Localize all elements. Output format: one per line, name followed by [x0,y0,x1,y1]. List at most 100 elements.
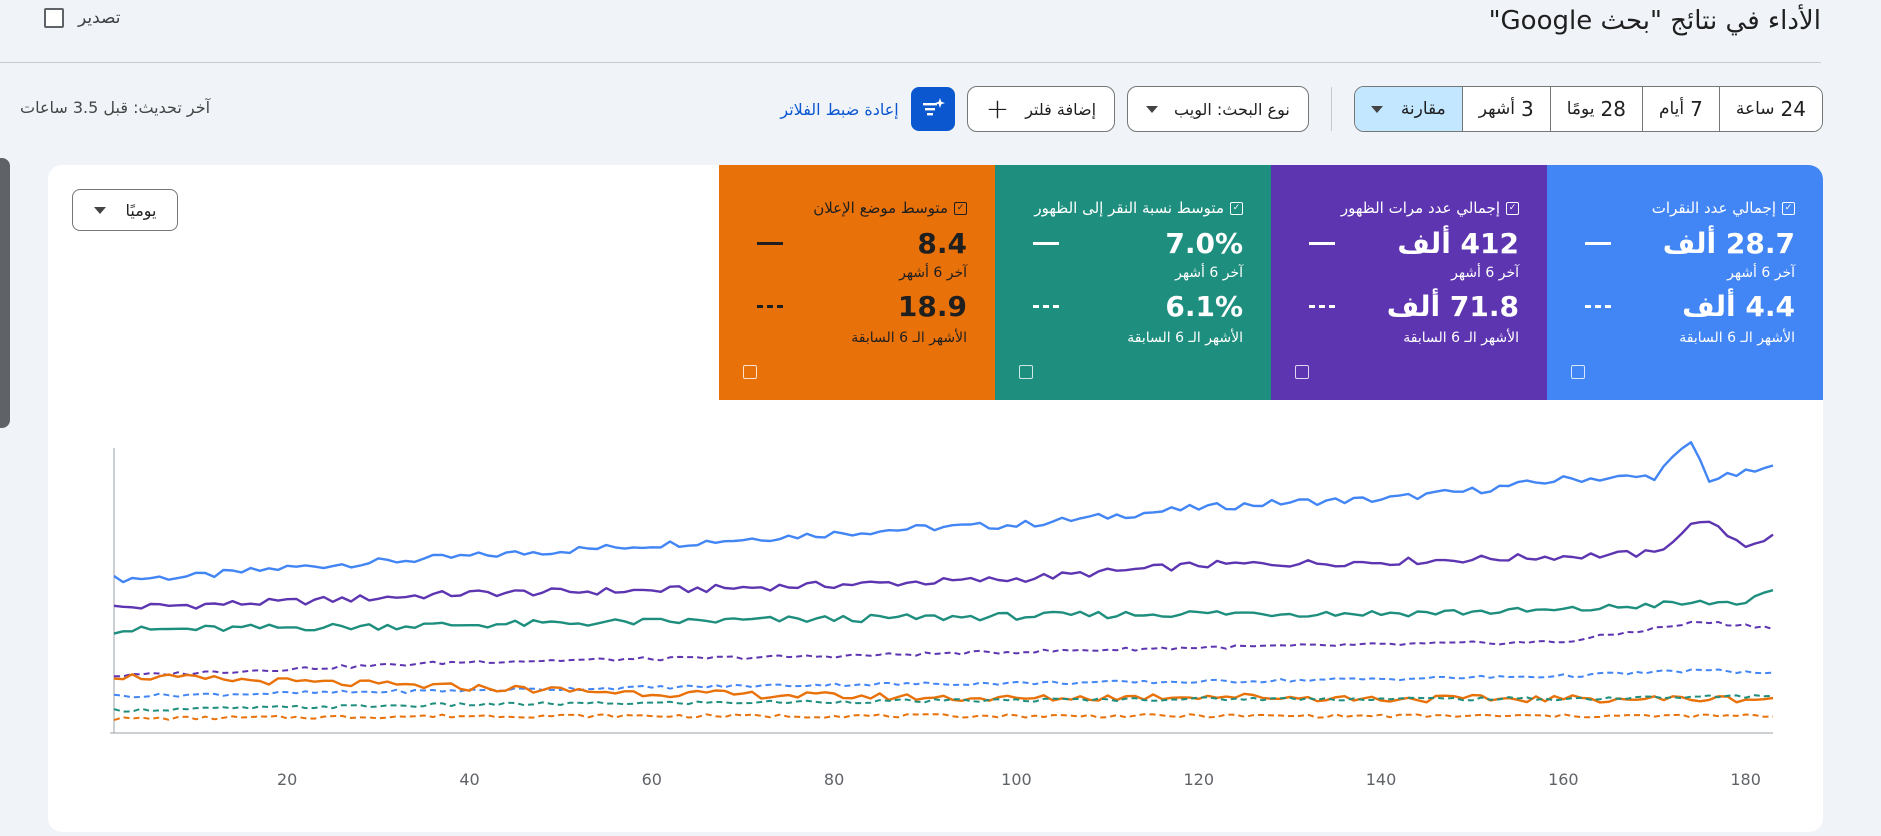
reset-filters-link[interactable]: إعادة ضبط الفلاتر [780,99,899,119]
range-num: 24 [1780,97,1806,121]
current-period-legend [1033,242,1059,245]
x-tick-label: 180 [1730,770,1761,789]
last-updated-text: آخر تحديث: قبل 3.5 ساعات [20,98,211,117]
range-7-days[interactable]: 7 أيام [1641,87,1719,131]
metric-tiles: ✓ إجمالي عدد النقرات 28.7 ألف آخر 6 أشهر … [719,165,1823,400]
metric-title: ✓ متوسط موضع الإعلان [813,199,967,217]
metric-prev-label: الأشهر الـ 6 السابقة [1679,330,1795,346]
checkbox-checked-icon: ✓ [1506,201,1519,215]
side-panel-handle[interactable] [0,158,10,428]
previous-period-legend [1585,305,1611,308]
metric-prev-value: 4.4 ألف [1682,290,1795,323]
toolbar: 24 ساعة 7 أيام 28 يومًا 3 أشهر مقارنة نوع ال… [752,86,1823,132]
series-line-clicks-previous [113,668,1774,699]
tile-checkbox[interactable] [1295,365,1309,379]
tile-checkbox[interactable] [1571,365,1585,379]
checkbox-checked-icon: ✓ [1230,201,1243,215]
metric-tile-clicks[interactable]: ✓ إجمالي عدد النقرات 28.7 ألف آخر 6 أشهر … [1547,165,1823,400]
performance-card: 20 40 60 80 100 120 140 160 180 ✓ إجمالي عدد النق… [48,165,1823,832]
series-line-impressions-previous [114,620,1774,678]
chart-series [113,441,1774,722]
metric-prev-value: 6.1% [1165,290,1243,323]
checkbox-checked-icon: ✓ [954,201,967,215]
current-period-legend [1585,242,1611,245]
compare-label: مقارنة [1400,99,1446,119]
metric-title-text: متوسط موضع الإعلان [813,199,948,217]
add-filter-label: إضافة فلتر [1025,99,1097,119]
metric-value-label: آخر 6 أشهر [1175,265,1243,281]
filter-sparkle-button[interactable] [910,87,955,131]
series-line-position-current [113,673,1774,704]
export-label: تصدير [78,8,121,28]
chevron-down-icon [1146,105,1159,113]
series-line-ctr-previous [113,694,1774,713]
x-tick-label: 120 [1183,770,1214,789]
metric-value: 28.7 ألف [1662,227,1795,260]
performance-chart: 20 40 60 80 100 120 140 160 180 [110,441,1774,789]
range-unit: ساعة [1735,99,1775,119]
x-tick-label: 20 [277,770,297,789]
metric-value: 412 ألف [1397,227,1519,260]
metric-title: ✓ إجمالي عدد النقرات [1652,199,1795,217]
range-unit: أشهر [1478,99,1515,119]
metric-prev-value: 71.8 ألف [1386,290,1519,323]
range-num: 3 [1520,97,1534,121]
export-checkbox[interactable] [44,8,64,28]
range-3-months[interactable]: 3 أشهر [1461,87,1550,131]
metric-title: ✓ متوسط نسبة النقر إلى الظهور [1034,199,1243,217]
search-type-dropdown[interactable]: نوع البحث: الويب [1127,86,1309,132]
toolbar-separator [1330,87,1332,131]
metric-value: 7.0% [1165,227,1243,260]
metric-tile-position[interactable]: ✓ متوسط موضع الإعلان 8.4 آخر 6 أشهر 18.9 … [719,165,995,400]
metric-title-text: متوسط نسبة النقر إلى الظهور [1034,199,1224,217]
metric-title: ✓ إجمالي عدد مرات الظهور [1341,199,1519,217]
previous-period-legend [757,305,783,308]
chevron-down-icon [93,206,106,214]
range-unit: أيام [1658,99,1685,119]
series-line-ctr-current [113,589,1774,635]
page-title: الأداء في نتائج "بحث Google" [1488,6,1821,36]
metric-prev-label: الأشهر الـ 6 السابقة [851,330,967,346]
metric-title-text: إجمالي عدد النقرات [1651,199,1776,217]
metric-tile-ctr[interactable]: ✓ متوسط نسبة النقر إلى الظهور 7.0% آخر 6 … [995,165,1271,400]
current-period-legend [1309,242,1335,245]
series-line-impressions-current [113,520,1774,610]
metric-value: 8.4 [917,227,967,260]
plus-icon: + [985,92,1010,125]
metric-tile-impressions[interactable]: ✓ إجمالي عدد مرات الظهور 412 ألف آخر 6 أش… [1271,165,1547,400]
metric-value-label: آخر 6 أشهر [899,265,967,281]
filter-sparkle-icon [922,98,945,116]
current-period-legend [757,242,783,245]
metric-value-label: آخر 6 أشهر [1727,265,1795,281]
metric-prev-label: الأشهر الـ 6 السابقة [1403,330,1519,346]
x-tick-label: 80 [824,770,844,789]
range-24-hours[interactable]: 24 ساعة [1718,87,1822,131]
x-tick-label: 100 [1001,770,1032,789]
range-num: 7 [1690,97,1703,121]
compare-dropdown[interactable]: مقارنة [1354,87,1462,131]
checkbox-checked-icon: ✓ [1782,201,1795,215]
granularity-dropdown[interactable]: يوميًا [72,189,178,231]
add-filter-button[interactable]: إضافة فلتر + [966,86,1116,132]
export-control[interactable]: تصدير [44,8,121,28]
granularity-label: يوميًا [125,200,157,220]
range-unit: يومًا [1566,99,1595,119]
metric-value-label: آخر 6 أشهر [1451,265,1519,281]
tile-checkbox[interactable] [1019,365,1033,379]
range-28-days[interactable]: 28 يومًا [1549,87,1642,131]
chevron-down-icon [1370,105,1383,113]
header-divider [0,62,1821,63]
date-range-selector: 24 ساعة 7 أيام 28 يومًا 3 أشهر مقارنة [1353,86,1823,132]
metric-prev-value: 18.9 [897,290,967,323]
range-num: 28 [1600,97,1626,121]
x-tick-label: 40 [459,770,479,789]
series-line-clicks-current [113,441,1774,584]
series-line-position-previous [113,713,1774,722]
previous-period-legend [1033,305,1059,308]
x-tick-label: 160 [1548,770,1579,789]
x-tick-label: 140 [1366,770,1397,789]
x-tick-label: 60 [642,770,662,789]
tile-checkbox[interactable] [743,365,757,379]
search-type-label: نوع البحث: الويب [1174,99,1290,119]
chart-x-ticks: 20 40 60 80 100 120 140 160 180 [277,770,1761,789]
